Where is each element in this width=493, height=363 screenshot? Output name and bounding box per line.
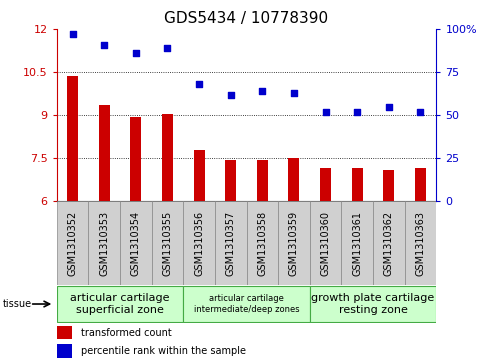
Point [100, 42, 108, 48]
Text: GSM1310361: GSM1310361 [352, 211, 362, 276]
Text: GSM1310353: GSM1310353 [99, 211, 109, 276]
FancyBboxPatch shape [57, 286, 183, 322]
FancyBboxPatch shape [310, 201, 341, 285]
FancyBboxPatch shape [152, 201, 183, 285]
Bar [415, 168, 426, 201]
Text: GSM1310352: GSM1310352 [68, 211, 77, 276]
Text: GSM1310360: GSM1310360 [320, 211, 331, 276]
Point [353, 109, 361, 115]
Bar [99, 105, 109, 201]
Bar [162, 114, 173, 201]
Bar [352, 168, 363, 201]
Text: articular cartilage
superficial zone: articular cartilage superficial zone [70, 293, 170, 315]
Bar [57, 326, 72, 339]
FancyBboxPatch shape [405, 201, 436, 285]
Text: GSM1310362: GSM1310362 [384, 211, 394, 276]
Text: GSM1310363: GSM1310363 [416, 211, 425, 276]
Point [227, 92, 235, 98]
FancyBboxPatch shape [183, 201, 215, 285]
FancyBboxPatch shape [341, 201, 373, 285]
FancyBboxPatch shape [310, 286, 436, 322]
Bar [67, 77, 78, 201]
Point [69, 31, 76, 37]
Text: articular cartilage
intermediate/deep zones: articular cartilage intermediate/deep zo… [194, 294, 299, 314]
Point [321, 109, 329, 115]
Text: transformed count: transformed count [81, 327, 172, 338]
Bar [384, 170, 394, 201]
Bar [320, 168, 331, 201]
Title: GDS5434 / 10778390: GDS5434 / 10778390 [165, 12, 328, 26]
Bar [288, 158, 299, 201]
FancyBboxPatch shape [88, 201, 120, 285]
FancyBboxPatch shape [246, 201, 278, 285]
Text: GSM1310355: GSM1310355 [162, 211, 173, 276]
Point [417, 109, 424, 115]
FancyBboxPatch shape [278, 201, 310, 285]
FancyBboxPatch shape [215, 201, 246, 285]
Text: GSM1310354: GSM1310354 [131, 211, 141, 276]
Text: percentile rank within the sample: percentile rank within the sample [81, 346, 246, 356]
Point [195, 81, 203, 87]
Text: GSM1310358: GSM1310358 [257, 211, 267, 276]
FancyBboxPatch shape [120, 201, 152, 285]
Bar [194, 150, 205, 201]
Point [258, 88, 266, 94]
Point [132, 50, 140, 56]
Point [385, 104, 393, 110]
Text: tissue: tissue [2, 299, 32, 309]
Text: GSM1310359: GSM1310359 [289, 211, 299, 276]
Text: GSM1310357: GSM1310357 [226, 211, 236, 276]
FancyBboxPatch shape [57, 201, 88, 285]
Point [290, 90, 298, 96]
Bar [130, 117, 141, 201]
Bar [257, 160, 268, 201]
Bar [225, 160, 236, 201]
Point [164, 45, 172, 51]
Text: GSM1310356: GSM1310356 [194, 211, 204, 276]
FancyBboxPatch shape [373, 201, 405, 285]
Text: growth plate cartilage
resting zone: growth plate cartilage resting zone [312, 293, 435, 315]
Bar [57, 344, 72, 358]
FancyBboxPatch shape [183, 286, 310, 322]
